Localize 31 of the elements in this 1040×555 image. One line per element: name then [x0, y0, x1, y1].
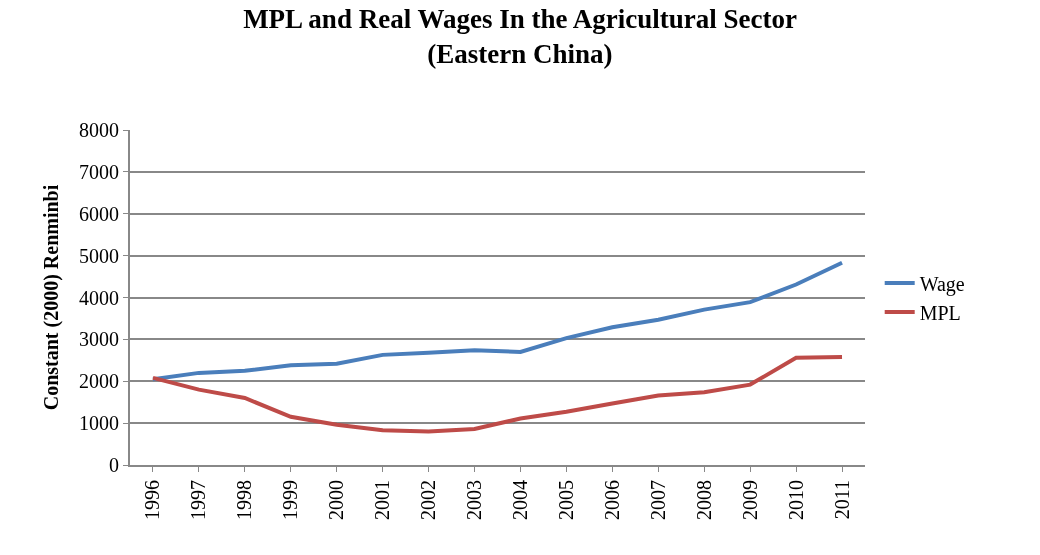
- y-tick-label: 4000: [79, 286, 119, 309]
- x-tick-label: 2004: [508, 480, 531, 520]
- y-tick-label: 0: [109, 454, 119, 476]
- x-tick-label: 2003: [463, 480, 486, 520]
- line-series: [150, 354, 845, 434]
- x-tick-label: 2010: [784, 480, 807, 520]
- x-tick-label: 2009: [738, 480, 761, 520]
- x-tick-label: 1996: [141, 480, 164, 520]
- x-tick-label: 2007: [646, 480, 669, 520]
- y-tick-label: 8000: [79, 119, 119, 141]
- x-tick-label: 2011: [830, 480, 853, 520]
- x-tick-label: 2002: [417, 480, 440, 520]
- x-tick-label: 2006: [600, 480, 623, 520]
- y-axis-title: Constant (2000) Renminbi: [40, 184, 63, 411]
- y-tick-label: 6000: [79, 202, 119, 225]
- x-tick-label: 2000: [325, 480, 348, 520]
- chart-title: MPL and Real Wages In the Agricultural Sector (Eastern China): [243, 3, 797, 69]
- y-tick-label: 7000: [79, 160, 119, 183]
- y-tick-label: 2000: [79, 370, 119, 393]
- y-tick-label: 3000: [79, 328, 119, 351]
- x-tick-label: 2005: [554, 480, 577, 520]
- x-tick-label: 2008: [692, 480, 715, 520]
- x-tick-label: 1998: [233, 480, 256, 520]
- legend-label: Wage: [919, 272, 965, 296]
- y-tick-label: 5000: [79, 244, 119, 267]
- x-tick-label: 2001: [371, 480, 394, 520]
- y-tick-label: 1000: [79, 412, 119, 435]
- x-tick-label: 1997: [187, 480, 210, 520]
- x-tick-label: 1999: [279, 480, 302, 520]
- line-series: [150, 260, 845, 382]
- legend-label: MPL: [919, 301, 961, 324]
